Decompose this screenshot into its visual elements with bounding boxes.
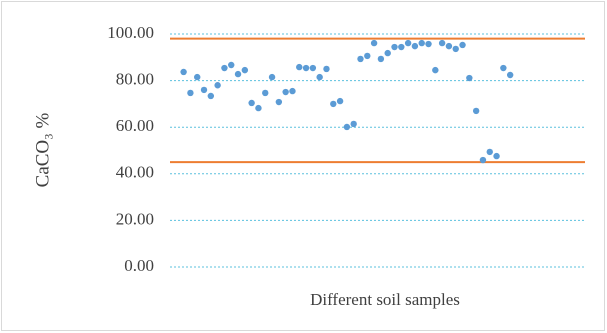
point [398,43,405,51]
point [262,89,269,97]
point [228,61,235,69]
point [466,74,473,82]
point [323,65,330,73]
point [343,123,351,131]
point [248,99,255,107]
point [425,40,432,48]
y-tick-label: 0.00 [124,256,154,275]
point [411,42,419,50]
y-tick-label: 100.00 [107,23,154,42]
y-tick-label: 20.00 [116,209,154,228]
y-axis-label: CaCO₃ % [32,112,53,187]
point [350,120,357,128]
point [357,55,364,63]
point [309,64,317,72]
point [459,41,466,49]
point [296,63,303,71]
point [506,71,514,79]
point [234,70,242,78]
y-tick-label: 60.00 [116,116,154,135]
point [268,73,276,81]
y-tick-label: 40.00 [116,163,154,182]
point [472,107,480,115]
point [500,64,507,72]
point [214,82,221,89]
point [255,104,262,112]
point [438,39,446,47]
point [187,89,194,97]
point [316,73,323,81]
x-axis-label: Different soil samples [310,290,460,309]
point [302,64,310,72]
point [200,86,208,94]
point [282,88,289,96]
point [452,45,459,53]
point [486,148,493,156]
point [330,100,337,108]
point [391,43,398,51]
y-tick-label: 80.00 [116,70,154,89]
point [364,52,371,60]
point [275,98,283,106]
point [221,64,228,72]
point [404,39,412,47]
point [384,49,391,57]
point [180,68,187,76]
point [370,39,378,47]
point [479,156,487,164]
point [377,55,385,63]
point [432,66,439,74]
point [336,97,344,105]
point [289,87,296,95]
point [241,66,249,74]
point [445,42,453,50]
point [207,92,215,100]
point [194,73,201,81]
point [418,39,425,47]
point [493,152,500,160]
